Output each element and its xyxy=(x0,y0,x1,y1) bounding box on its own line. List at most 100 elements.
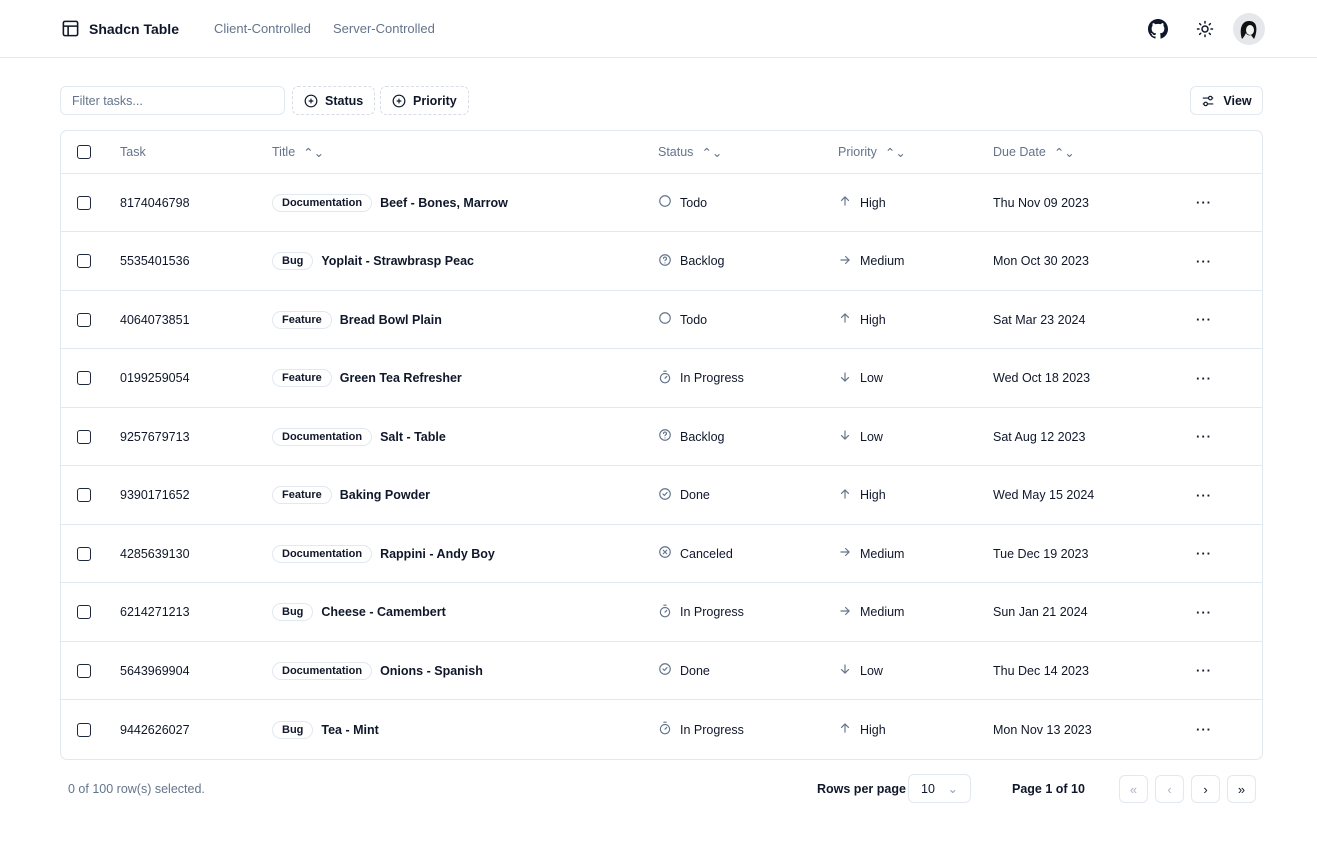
row-checkbox[interactable] xyxy=(77,429,91,444)
question-circle-icon xyxy=(658,253,672,270)
ellipsis-icon: ··· xyxy=(1196,604,1212,620)
label-badge: Documentation xyxy=(272,427,373,446)
task-title: Green Tea Refresher xyxy=(339,371,462,385)
task-id: 5535401536 xyxy=(120,254,190,268)
last-page-button[interactable]: » xyxy=(1227,775,1256,803)
row-checkbox[interactable] xyxy=(77,254,91,268)
table-row[interactable]: 0199259054 Feature Green Tea Refresher In… xyxy=(61,349,1262,408)
table-row[interactable]: 4285639130 Documentation Rappini - Andy B… xyxy=(61,525,1262,583)
row-checkbox[interactable] xyxy=(77,605,91,619)
arrow-up-icon xyxy=(838,311,852,328)
row-checkbox[interactable] xyxy=(77,488,91,502)
row-actions-button[interactable]: ··· xyxy=(1196,291,1212,348)
task-title: Yoplait - Strawbrasp Peac xyxy=(321,254,474,268)
filter-tasks-input[interactable] xyxy=(60,86,285,115)
row-actions-button[interactable]: ··· xyxy=(1196,700,1212,759)
question-circle-icon xyxy=(658,428,672,445)
label-badge: Feature xyxy=(272,486,332,504)
row-actions-button[interactable]: ··· xyxy=(1196,525,1212,582)
table-row[interactable]: 6214271213 Bug Cheese - Camembert In Prog… xyxy=(61,583,1262,642)
arrow-up-icon xyxy=(838,721,852,738)
user-avatar[interactable] xyxy=(1233,13,1265,45)
view-label: View xyxy=(1223,93,1252,108)
row-actions-button[interactable]: ··· xyxy=(1196,174,1212,231)
row-actions-button[interactable]: ··· xyxy=(1196,408,1212,465)
priority-filter-button[interactable]: Priority xyxy=(380,86,469,115)
table-row[interactable]: 9257679713 Documentation Salt - Table Bac… xyxy=(61,408,1262,466)
label-badge: Bug xyxy=(272,720,314,739)
priority-text: High xyxy=(860,488,886,502)
sort-icon: ⌃⌄ xyxy=(303,145,325,160)
row-checkbox[interactable] xyxy=(77,312,91,327)
label-badge: Feature xyxy=(272,310,332,329)
column-title-label: Title xyxy=(272,145,296,159)
plus-circle-icon xyxy=(304,94,318,107)
sliders-icon xyxy=(1203,95,1214,106)
status-text: Canceled xyxy=(680,546,733,561)
task-id: 4285639130 xyxy=(120,546,190,561)
previous-page-button[interactable]: ‹ xyxy=(1155,775,1184,803)
table-icon xyxy=(62,20,79,37)
priority-text: Medium xyxy=(860,546,905,561)
rows-per-page-value: 10 xyxy=(921,781,935,796)
select-all-checkbox[interactable] xyxy=(77,145,91,159)
timer-icon xyxy=(658,721,672,738)
row-checkbox[interactable] xyxy=(77,195,91,210)
table-row[interactable]: 5535401536 Bug Yoplait - Strawbrasp Peac … xyxy=(61,232,1262,291)
status-filter-button[interactable]: Status xyxy=(292,86,376,115)
task-id: 9257679713 xyxy=(120,429,190,444)
chevrons-right-icon: » xyxy=(1237,781,1246,797)
nav-server-controlled[interactable]: Server-Controlled xyxy=(333,21,435,36)
column-priority[interactable]: Priority ⌃⌄ xyxy=(838,131,906,173)
theme-toggle-sun-icon[interactable] xyxy=(1193,17,1217,41)
next-page-button[interactable]: › xyxy=(1191,775,1220,803)
arrow-right-icon xyxy=(838,545,852,562)
label-badge: Bug xyxy=(272,603,314,621)
chevron-down-icon: ⌄ xyxy=(947,782,958,796)
row-actions-button[interactable]: ··· xyxy=(1196,466,1212,524)
due-date: Wed Oct 18 2023 xyxy=(993,371,1091,385)
row-checkbox[interactable] xyxy=(77,722,91,737)
row-checkbox[interactable] xyxy=(77,546,91,561)
table-row[interactable]: 5643969904 Documentation Onions - Spanish… xyxy=(61,642,1262,700)
due-date: Tue Dec 19 2023 xyxy=(993,546,1089,561)
status-text: Backlog xyxy=(680,429,725,444)
first-page-button[interactable]: « xyxy=(1119,775,1148,803)
table-row[interactable]: 9442626027 Bug Tea - Mint In Progress Hig… xyxy=(61,700,1262,759)
ellipsis-icon: ··· xyxy=(1196,312,1212,327)
column-due-date[interactable]: Due Date ⌃⌄ xyxy=(993,131,1075,173)
table-row[interactable]: 4064073851 Feature Bread Bowl Plain Todo … xyxy=(61,291,1262,349)
nav-client-controlled[interactable]: Client-Controlled xyxy=(214,21,311,36)
github-icon[interactable] xyxy=(1146,17,1170,41)
check-circle-icon xyxy=(658,487,672,504)
priority-filter-label: Priority xyxy=(413,93,457,108)
due-date: Mon Oct 30 2023 xyxy=(993,254,1089,268)
due-date: Sun Jan 21 2024 xyxy=(993,605,1088,619)
view-options-button[interactable]: View xyxy=(1190,86,1263,115)
table-row[interactable]: 8174046798 Documentation Beef - Bones, Ma… xyxy=(61,174,1262,232)
column-priority-label: Priority xyxy=(838,145,877,159)
arrow-right-icon xyxy=(838,604,852,621)
column-status[interactable]: Status ⌃⌄ xyxy=(658,131,722,173)
rows-per-page-select[interactable]: 10 ⌄ xyxy=(908,774,971,803)
row-checkbox[interactable] xyxy=(77,371,91,385)
status-text: Done xyxy=(680,663,710,678)
column-title[interactable]: Title ⌃⌄ xyxy=(272,131,324,173)
priority-text: Medium xyxy=(860,254,905,268)
ellipsis-icon: ··· xyxy=(1196,253,1212,269)
row-actions-button[interactable]: ··· xyxy=(1196,349,1212,407)
row-checkbox[interactable] xyxy=(77,663,91,678)
priority-text: High xyxy=(860,722,886,737)
status-text: Todo xyxy=(680,195,708,210)
label-badge: Feature xyxy=(272,369,332,387)
row-actions-button[interactable]: ··· xyxy=(1196,232,1212,290)
app-logo[interactable]: Shadcn Table xyxy=(61,19,179,38)
row-actions-button[interactable]: ··· xyxy=(1196,642,1212,699)
row-actions-button[interactable]: ··· xyxy=(1196,583,1212,641)
arrow-down-icon xyxy=(838,428,852,445)
table-row[interactable]: 9390171652 Feature Baking Powder Done Hig… xyxy=(61,466,1262,525)
sort-icon: ⌃⌄ xyxy=(884,145,906,160)
label-badge: Documentation xyxy=(272,661,373,680)
sort-icon: ⌃⌄ xyxy=(701,145,723,160)
chevron-left-icon: ‹ xyxy=(1167,781,1172,797)
